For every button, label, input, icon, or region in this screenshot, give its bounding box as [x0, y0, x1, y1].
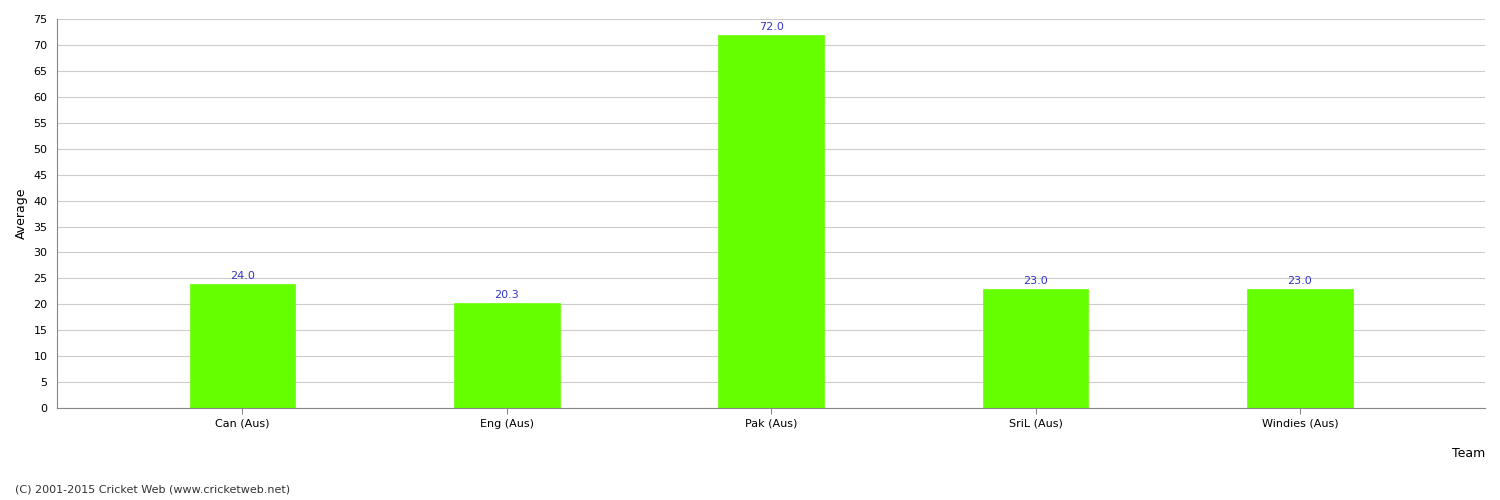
Text: 72.0: 72.0	[759, 22, 783, 32]
Text: 24.0: 24.0	[230, 271, 255, 281]
Text: (C) 2001-2015 Cricket Web (www.cricketweb.net): (C) 2001-2015 Cricket Web (www.cricketwe…	[15, 485, 290, 495]
Bar	[1246, 289, 1353, 408]
Text: Team: Team	[1452, 447, 1485, 460]
Text: 23.0: 23.0	[1287, 276, 1312, 286]
Bar	[189, 284, 296, 408]
Y-axis label: Average: Average	[15, 188, 28, 240]
Text: 20.3: 20.3	[495, 290, 519, 300]
Bar	[454, 303, 560, 408]
Bar	[982, 289, 1089, 408]
Text: 23.0: 23.0	[1023, 276, 1048, 286]
Bar	[718, 34, 824, 408]
